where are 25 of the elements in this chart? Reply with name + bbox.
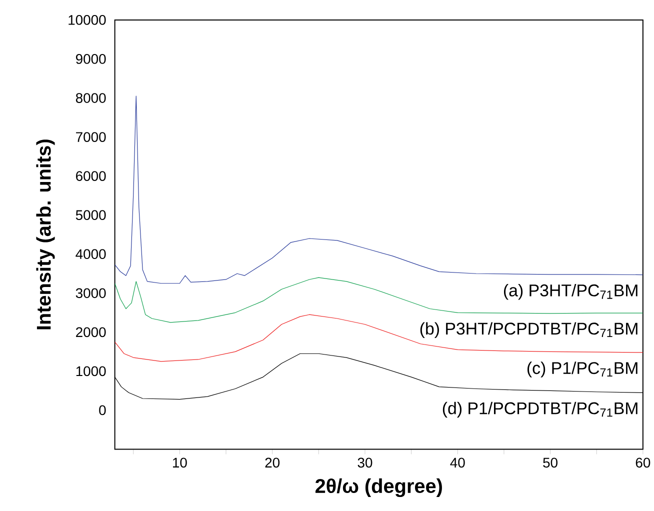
series-label: (d) P1/PCPDTBT/PC$_{71}$BM xyxy=(442,402,638,418)
series-label: (b) P3HT/PCPDTBT/PC$_{71}$BM xyxy=(420,322,638,338)
y-tick-label: 7000 xyxy=(76,132,106,142)
x-tick-label: 50 xyxy=(543,458,558,468)
line-series xyxy=(114,96,643,284)
y-tick-label: 6000 xyxy=(76,171,106,181)
y-axis-title: Intensity (arb. units) xyxy=(36,140,55,330)
x-tick-label: 10 xyxy=(172,458,187,468)
line-series xyxy=(114,277,643,323)
series-label: (a) P3HT/PC$_{71}$BM xyxy=(504,284,638,300)
y-tick-label: 2000 xyxy=(76,327,106,338)
x-tick-label: 20 xyxy=(265,458,280,468)
y-tick-label: 1000 xyxy=(76,366,106,376)
x-tick-label: 30 xyxy=(358,458,372,468)
y-tick-label: 8000 xyxy=(76,93,106,103)
x-axis-title: 2θ/ω (degree) xyxy=(315,478,442,497)
series-label: (c) P1/PC$_{71}$BM xyxy=(527,362,638,378)
y-tick-label: 0 xyxy=(99,405,106,416)
y-tick-label: 5000 xyxy=(76,210,106,220)
x-tick-label: 60 xyxy=(636,458,650,468)
y-tick-label: 4000 xyxy=(76,249,106,259)
y-tick-label: 9000 xyxy=(76,54,106,64)
y-tick-label: 3000 xyxy=(76,288,106,298)
y-tick-label: 10000 xyxy=(68,14,106,25)
x-tick-label: 40 xyxy=(450,458,465,468)
